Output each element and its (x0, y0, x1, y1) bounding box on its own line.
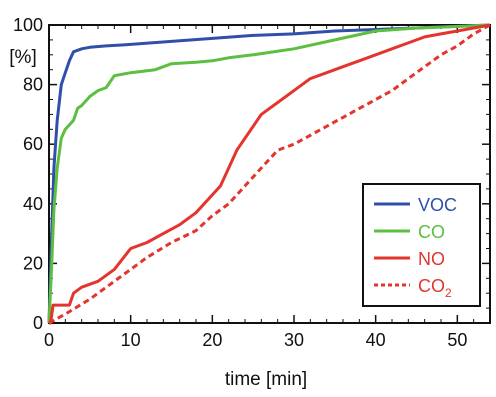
x-tick-label: 10 (121, 330, 141, 350)
series-line-co2 (48, 23, 491, 325)
x-tick-label: 50 (447, 330, 467, 350)
series-line-no (49, 23, 491, 325)
x-tick-label: 30 (284, 330, 304, 350)
y-tick-label: 20 (23, 253, 43, 273)
legend-label-co: CO (418, 222, 445, 242)
legend-label-co2-main: CO (418, 276, 445, 296)
tick-labels: 0 10 20 30 40 50 0 20 40 60 80 100 (13, 15, 467, 350)
y-axis-label: [%] (9, 47, 36, 68)
x-tick-label: 0 (44, 330, 54, 350)
series-line-voc (47, 23, 491, 324)
y-tick-label: 80 (23, 75, 43, 95)
legend: VOC CO NO CO2 (362, 183, 481, 307)
x-tick-label: 20 (202, 330, 222, 350)
y-tick-label: 100 (13, 15, 43, 35)
series-lines (47, 23, 491, 325)
y-tick-label: 60 (23, 134, 43, 154)
y-tick-label: 40 (23, 194, 43, 214)
legend-label-co2-subscript: 2 (445, 286, 452, 300)
x-tick-label: 40 (366, 330, 386, 350)
x-axis-label: time [min] (225, 369, 307, 390)
series-line-co (47, 23, 491, 324)
legend-label-co2: CO2 (418, 276, 452, 300)
y-tick-label: 0 (33, 313, 43, 333)
legend-label-voc: VOC (418, 195, 457, 215)
legend-label-no: NO (418, 249, 445, 269)
